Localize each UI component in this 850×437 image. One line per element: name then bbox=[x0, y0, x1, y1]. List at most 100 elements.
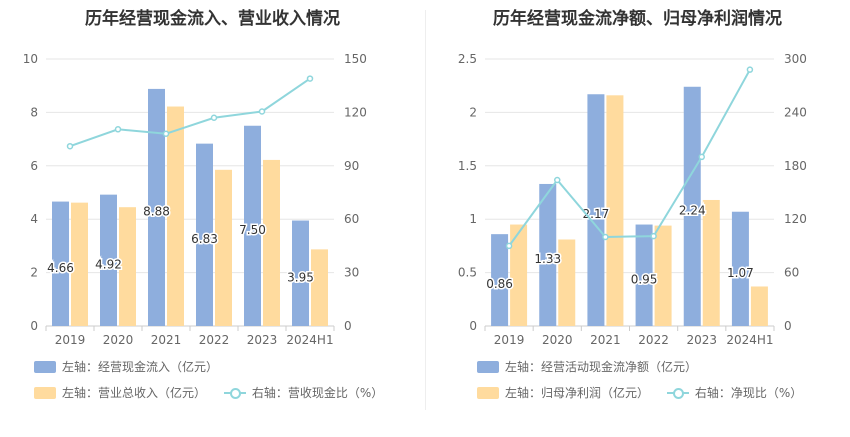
bar-data-label: 7.50 bbox=[239, 223, 266, 237]
y-tick-right: 180 bbox=[784, 159, 807, 173]
bar-primary bbox=[731, 211, 749, 326]
x-tick-label: 2022 bbox=[199, 333, 230, 347]
bar-data-label: 0.86 bbox=[486, 277, 513, 291]
legend-item-series-3[interactable]: 右轴：净现比（%） bbox=[666, 384, 803, 401]
y-tick-left: 0.5 bbox=[458, 266, 477, 280]
x-tick-label: 2024H1 bbox=[286, 333, 333, 347]
bar-primary bbox=[635, 224, 653, 326]
y-tick-left: 0 bbox=[30, 319, 38, 333]
legend-item-series-1[interactable]: 左轴：经营现金流入（亿元） bbox=[34, 358, 218, 375]
chart-panel-cashflow-revenue: 历年经营现金流入、营业收入情况 0 2 4 6 8 10 0 30 60 90 120 150 2019… bbox=[23, 9, 397, 402]
legend-label: 左轴：经营现金流入（亿元） bbox=[62, 360, 219, 374]
x-tick-label: 2020 bbox=[103, 333, 134, 347]
bar-secondary bbox=[510, 224, 528, 326]
y-tick-left: 1 bbox=[469, 212, 477, 226]
bar-secondary bbox=[167, 106, 184, 326]
ratio-point bbox=[650, 232, 657, 240]
chart-title: 历年经营现金流净额、归母净利润情况 bbox=[493, 9, 782, 29]
bar-data-label: 6.83 bbox=[191, 232, 218, 246]
bar-primary bbox=[100, 194, 117, 326]
y-tick-left: 2 bbox=[469, 105, 477, 119]
bar-secondary bbox=[71, 202, 88, 326]
y-tick-right: 240 bbox=[784, 105, 807, 119]
legend-row-2: 左轴：营业总收入（亿元） 右轴：营收现金比（%） bbox=[34, 384, 397, 402]
bar-secondary bbox=[215, 169, 232, 326]
legend-label: 右轴：净现比（%） bbox=[694, 386, 803, 400]
x-tick-label: 2023 bbox=[686, 333, 717, 347]
ratio-point bbox=[258, 108, 266, 115]
bar-secondary bbox=[311, 249, 328, 326]
ratio-point bbox=[162, 130, 170, 138]
y-tick-right: 300 bbox=[784, 52, 807, 66]
legend-item-series-2[interactable]: 左轴：归母净利润（亿元） bbox=[477, 384, 649, 401]
bar-data-label: 3.95 bbox=[287, 270, 314, 284]
y-tick-left: 0 bbox=[469, 319, 477, 333]
bar-data-label: 4.66 bbox=[47, 261, 74, 275]
legend-item-series-1[interactable]: 左轴：经营活动现金流净额（亿元） bbox=[477, 358, 697, 375]
bar-primary bbox=[292, 220, 309, 326]
y-tick-right: 150 bbox=[344, 52, 367, 66]
y-tick-right: 90 bbox=[344, 159, 359, 173]
legend-label: 右轴：营收现金比（%） bbox=[251, 386, 384, 400]
bar-data-label: 1.33 bbox=[534, 252, 561, 266]
x-tick-label: 2022 bbox=[638, 333, 669, 347]
bar-secondary bbox=[750, 286, 768, 326]
bar-secondary bbox=[606, 95, 624, 326]
legend-label: 左轴：营业总收入（亿元） bbox=[62, 386, 207, 400]
legend-swatch-orange bbox=[34, 386, 56, 399]
y-tick-right: 60 bbox=[344, 212, 359, 226]
legend-row-2: 左轴：归母净利润（亿元） 右轴：净现比（%） bbox=[477, 384, 816, 402]
legend-item-series-2[interactable]: 左轴：营业总收入（亿元） bbox=[34, 384, 206, 401]
legend-label: 左轴：经营活动现金流净额（亿元） bbox=[505, 360, 698, 374]
y-tick-right: 120 bbox=[784, 212, 807, 226]
y-tick-left: 6 bbox=[30, 159, 38, 173]
chart-cashflow-revenue: 0 2 4 6 8 10 0 30 60 90 120 150 2019 2020 2021 2022 2023… bbox=[23, 52, 367, 347]
y-tick-right: 0 bbox=[344, 319, 352, 333]
y-tick-right: 120 bbox=[344, 105, 367, 119]
ratio-point bbox=[114, 126, 122, 133]
y-tick-left: 2 bbox=[30, 266, 38, 280]
bar-data-label: 8.88 bbox=[143, 204, 170, 218]
legend-item-series-3[interactable]: 右轴：营收现金比（%） bbox=[223, 384, 384, 401]
x-tick-label: 2024H1 bbox=[726, 333, 773, 347]
bar-data-label: 1.07 bbox=[727, 266, 754, 280]
y-tick-left: 4 bbox=[30, 212, 38, 226]
y-tick-right: 0 bbox=[784, 319, 792, 333]
x-tick-label: 2020 bbox=[542, 333, 573, 347]
legend-swatch-blue bbox=[34, 360, 56, 373]
bar-primary bbox=[196, 143, 213, 326]
legend-row-1: 左轴：经营现金流入（亿元） bbox=[34, 358, 232, 376]
panel-divider bbox=[425, 10, 426, 410]
y-tick-left: 2.5 bbox=[458, 52, 477, 66]
x-tick-label: 2019 bbox=[494, 333, 525, 347]
x-tick-label: 2019 bbox=[55, 333, 86, 347]
bar-secondary bbox=[558, 239, 576, 326]
y-tick-right: 30 bbox=[344, 266, 359, 280]
ratio-line bbox=[508, 69, 751, 247]
bar-data-label: 4.92 bbox=[95, 257, 122, 271]
bar-primary bbox=[539, 183, 557, 326]
ratio-point bbox=[746, 66, 754, 73]
legend-swatch-blue bbox=[477, 360, 499, 373]
bar-secondary bbox=[702, 199, 720, 326]
bar-data-label: 0.95 bbox=[631, 272, 658, 286]
legend-swatch-orange bbox=[477, 386, 499, 399]
ratio-point bbox=[210, 114, 218, 121]
legend-line-marker-icon bbox=[223, 387, 246, 399]
bar-primary bbox=[244, 125, 261, 326]
bar-primary bbox=[148, 88, 165, 327]
bar-primary bbox=[491, 234, 509, 326]
bar-secondary bbox=[263, 159, 280, 326]
ratio-point bbox=[306, 75, 314, 82]
chart-panel-netcash-profit: 历年经营现金流净额、归母净利润情况 0 0.5 1 1.5 2 2.5 0 60 120 180 2… bbox=[425, 0, 850, 437]
bar-secondary bbox=[654, 225, 672, 326]
bar-data-label: 2.24 bbox=[679, 203, 706, 217]
legend-line-marker-icon bbox=[666, 387, 689, 399]
bar-primary bbox=[52, 201, 69, 326]
ratio-line bbox=[69, 77, 311, 148]
x-tick-label: 2023 bbox=[247, 333, 278, 347]
legend-label: 左轴：归母净利润（亿元） bbox=[505, 386, 650, 400]
legend-row-1: 左轴：经营活动现金流净额（亿元） bbox=[477, 358, 711, 376]
ratio-point bbox=[505, 242, 513, 250]
y-tick-left: 1.5 bbox=[458, 159, 477, 173]
